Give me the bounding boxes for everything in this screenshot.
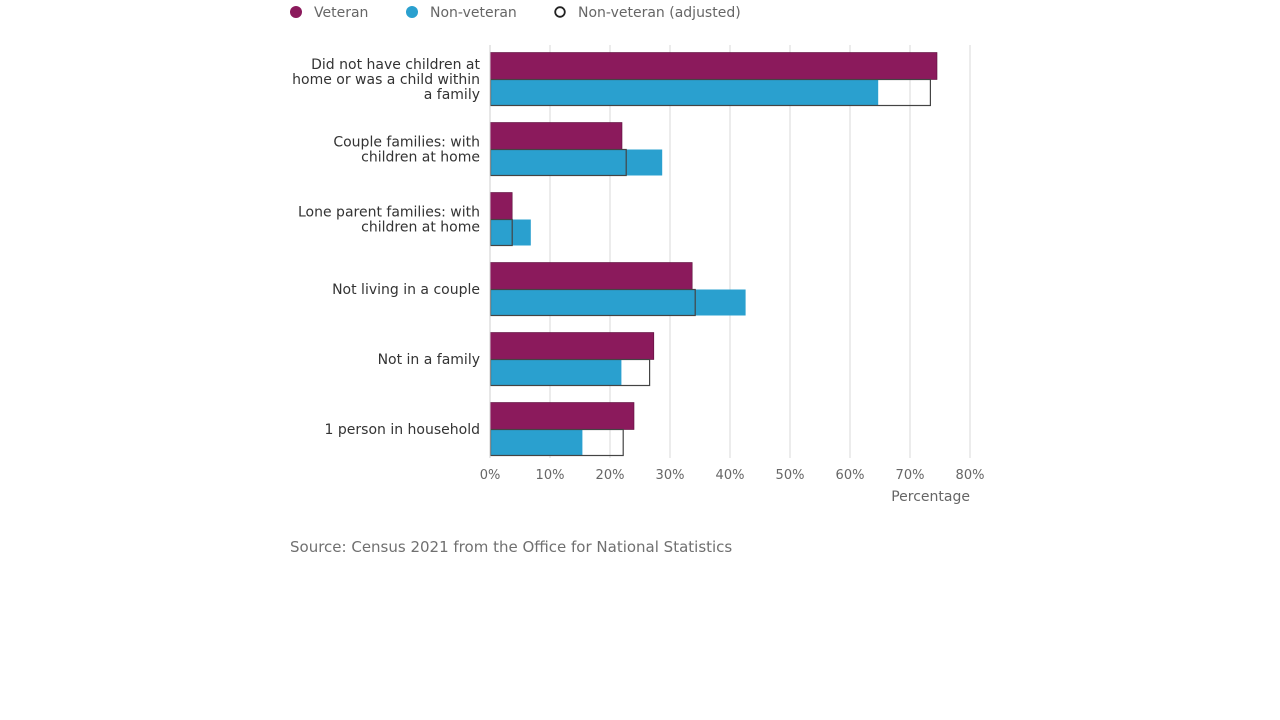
- category-label-line: children at home: [361, 150, 480, 166]
- bar-chart: Veteran Non-veteran Non-veteran (adjusted)…: [290, 5, 985, 505]
- bar-veteran: [489, 52, 938, 80]
- category-label-line: a family: [424, 87, 480, 103]
- bar-veteran: [489, 332, 655, 360]
- category-label-line: Couple families: with: [333, 135, 480, 151]
- category-label: Couple families: with children at home: [333, 135, 480, 166]
- bar-non-veteran: [490, 219, 531, 246]
- category-label-line: Not living in a couple: [332, 282, 480, 298]
- legend-swatch-1: [406, 6, 418, 18]
- bar-veteran: [489, 402, 635, 430]
- bar-veteran: [489, 122, 623, 150]
- bar-non-veteran: [490, 149, 663, 176]
- category-label-line: Not in a family: [378, 352, 480, 368]
- legend-label-1: Non-veteran: [430, 5, 517, 21]
- bar-non-veteran: [490, 359, 622, 386]
- x-tick-label: 30%: [656, 468, 685, 483]
- legend-label-0: Veteran: [314, 5, 368, 21]
- source-note: Source: Census 2021 from the Office for …: [290, 538, 733, 556]
- y-axis-labels: Did not have children at home or was a ch…: [292, 57, 480, 438]
- bar-veteran: [489, 192, 513, 220]
- legend-swatch-2: [554, 6, 566, 18]
- x-tick-label: 0%: [480, 468, 501, 483]
- category-label: Not living in a couple: [332, 282, 480, 298]
- category-label-line: home or was a child within: [292, 72, 480, 88]
- category-label: 1 person in household: [325, 422, 480, 438]
- category-label-line: Did not have children at: [311, 57, 480, 73]
- bars: [489, 45, 938, 458]
- category-label: Did not have children at home or was a ch…: [292, 57, 480, 103]
- legend-label-2: Non-veteran (adjusted): [578, 5, 741, 21]
- x-tick-label: 20%: [596, 468, 625, 483]
- bar-non-veteran: [490, 429, 583, 456]
- category-label: Not in a family: [378, 352, 480, 368]
- x-tick-label: 80%: [956, 468, 985, 483]
- legend-swatch-0: [290, 6, 302, 18]
- x-axis: 0% 10% 20% 30% 40% 50% 60% 70% 80% Percentage: [480, 468, 985, 505]
- bar-non-veteran: [490, 289, 746, 316]
- bar-non-veteran: [490, 79, 879, 106]
- bar-veteran: [489, 262, 693, 290]
- x-axis-title: Percentage: [891, 489, 970, 505]
- x-tick-label: 70%: [896, 468, 925, 483]
- x-tick-label: 10%: [536, 468, 565, 483]
- category-label-line: children at home: [361, 220, 480, 236]
- x-tick-label: 60%: [836, 468, 865, 483]
- category-label-line: 1 person in household: [325, 422, 480, 438]
- x-tick-label: 40%: [716, 468, 745, 483]
- category-label: Lone parent families: with children at ho…: [298, 205, 480, 236]
- legend: Veteran Non-veteran Non-veteran (adjusted): [290, 5, 741, 21]
- grid: [489, 45, 971, 458]
- x-tick-label: 50%: [776, 468, 805, 483]
- category-label-line: Lone parent families: with: [298, 205, 480, 221]
